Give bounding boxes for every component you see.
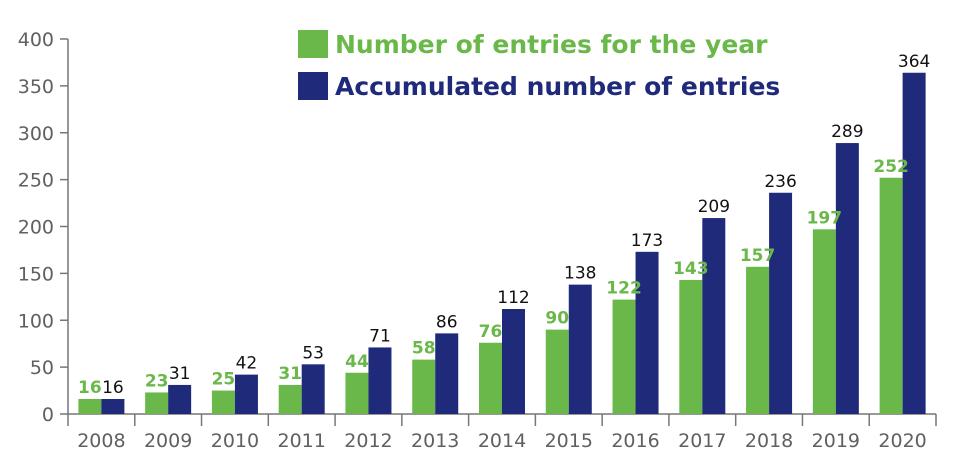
bar-entries-for-year — [812, 229, 836, 414]
value-label-entries-for-year: 31 — [278, 364, 302, 384]
legend-label-accumulated-entries: Accumulated number of entries — [335, 72, 780, 101]
value-label-accumulated-entries: 173 — [631, 231, 663, 251]
bar-entries-for-year — [879, 177, 903, 414]
value-label-entries-for-year: 122 — [606, 279, 642, 299]
x-tick-label: 2016 — [611, 430, 659, 452]
value-label-accumulated-entries: 31 — [169, 364, 191, 384]
value-label-accumulated-entries: 53 — [302, 343, 324, 363]
bar-accumulated-entries — [435, 333, 459, 414]
value-label-entries-for-year: 44 — [345, 352, 369, 372]
value-label-accumulated-entries: 289 — [831, 122, 863, 142]
y-tick-label: 50 — [30, 357, 54, 379]
value-label-entries-for-year: 23 — [145, 371, 169, 391]
bar-entries-for-year — [746, 266, 770, 414]
x-tick-label: 2014 — [478, 430, 526, 452]
legend-swatch-entries-for-year — [298, 30, 328, 58]
bars — [78, 72, 926, 414]
y-tick-label: 150 — [18, 263, 54, 285]
bar-accumulated-entries — [168, 384, 192, 414]
bar-entries-for-year — [545, 329, 569, 414]
x-tick-label: 2013 — [411, 430, 459, 452]
value-label-entries-for-year: 197 — [807, 208, 843, 228]
y-tick-label: 250 — [18, 170, 54, 192]
value-label-entries-for-year: 157 — [740, 246, 776, 266]
bar-accumulated-entries — [902, 72, 926, 414]
value-label-entries-for-year: 58 — [412, 339, 436, 359]
bar-accumulated-entries — [301, 364, 325, 414]
bar-accumulated-entries — [702, 218, 726, 414]
legend-swatch-accumulated-entries — [298, 72, 328, 100]
y-tick-label: 0 — [42, 404, 54, 426]
bar-accumulated-entries — [635, 251, 659, 414]
x-tick-label: 2018 — [745, 430, 793, 452]
legend-label-entries-for-year: Number of entries for the year — [335, 30, 768, 59]
value-label-accumulated-entries: 16 — [102, 378, 124, 398]
x-tick-label: 2020 — [878, 430, 926, 452]
bar-entries-for-year — [679, 279, 703, 414]
value-label-accumulated-entries: 236 — [764, 172, 796, 192]
bar-entries-for-year — [345, 372, 369, 414]
bar-accumulated-entries — [101, 399, 125, 414]
bar-accumulated-entries — [835, 143, 859, 414]
bar-entries-for-year — [145, 392, 169, 414]
legend: Number of entries for the year Accumulat… — [298, 30, 780, 101]
bar-entries-for-year — [211, 390, 235, 414]
value-label-accumulated-entries: 209 — [698, 197, 730, 217]
value-label-accumulated-entries: 364 — [898, 52, 930, 72]
bar-entries-for-year — [479, 342, 502, 414]
x-tick-label: 2011 — [278, 430, 326, 452]
bar-entries-for-year — [412, 359, 436, 414]
x-tick-label: 2009 — [144, 430, 192, 452]
value-label-accumulated-entries: 71 — [369, 326, 391, 346]
x-tick-label: 2010 — [211, 430, 259, 452]
y-tick-label: 400 — [18, 29, 54, 51]
bar-accumulated-entries — [769, 192, 793, 414]
bar-entries-for-year — [78, 399, 102, 414]
bar-accumulated-entries — [568, 284, 592, 414]
x-tick-label: 2019 — [812, 430, 860, 452]
bar-accumulated-entries — [502, 309, 525, 414]
x-tick-label: 2012 — [344, 430, 392, 452]
value-label-entries-for-year: 252 — [873, 157, 909, 177]
y-tick-label: 100 — [18, 310, 54, 332]
x-tick-label: 2017 — [678, 430, 726, 452]
x-tick-label: 2008 — [77, 430, 125, 452]
y-tick-label: 300 — [18, 123, 54, 145]
axes: 0 50 100 150 200 250 300 350 400 2008 2009 2010 2011… — [18, 29, 937, 452]
value-label-entries-for-year: 16 — [78, 378, 102, 398]
value-label-entries-for-year: 90 — [545, 309, 569, 329]
bar-entries-for-year — [278, 384, 302, 414]
value-label-entries-for-year: 25 — [212, 370, 236, 390]
value-label-accumulated-entries: 112 — [497, 288, 529, 308]
value-label-accumulated-entries: 42 — [236, 354, 258, 374]
bar-accumulated-entries — [234, 374, 258, 414]
x-tick-label: 2015 — [545, 430, 593, 452]
y-tick-label: 350 — [18, 76, 54, 98]
value-label-entries-for-year: 143 — [673, 259, 709, 279]
value-label-accumulated-entries: 138 — [564, 264, 596, 284]
y-tick-label: 200 — [18, 217, 54, 239]
bar-accumulated-entries — [368, 347, 392, 414]
value-label-accumulated-entries: 86 — [436, 312, 458, 332]
value-label-entries-for-year: 76 — [479, 322, 503, 342]
bar-entries-for-year — [612, 299, 636, 414]
